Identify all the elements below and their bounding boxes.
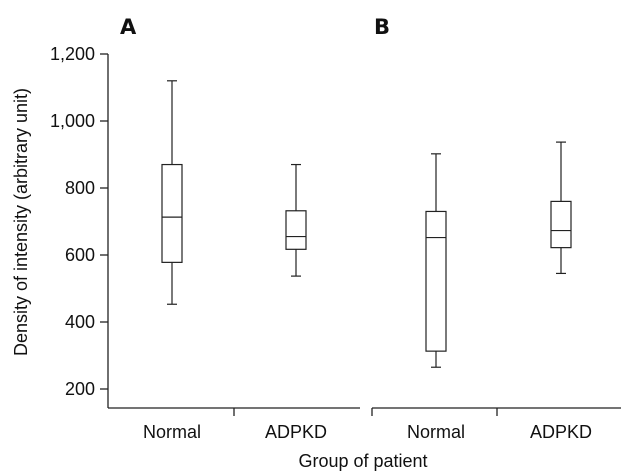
box-normal xyxy=(161,80,183,305)
panel-a: A Normal ADPKD xyxy=(108,15,360,442)
panels: A Normal ADPKD B Normal ADPKD xyxy=(108,15,621,442)
x-tick-label: Normal xyxy=(143,422,201,442)
y-tick-label: 1,200 xyxy=(50,44,95,64)
panel-label: B xyxy=(374,15,390,39)
panel-label: A xyxy=(120,15,137,39)
box-adpkd xyxy=(285,163,307,277)
x-tick-label: Normal xyxy=(407,422,465,442)
x-tick-label: ADPKD xyxy=(265,422,327,442)
iqr-box xyxy=(550,200,572,249)
x-tick-label: ADPKD xyxy=(530,422,592,442)
y-tick-label: 200 xyxy=(65,379,95,399)
iqr-box xyxy=(285,210,307,250)
y-axis-title: Density of intensity (arbitrary unit) xyxy=(11,88,31,356)
y-tick-label: 400 xyxy=(65,312,95,332)
iqr-box xyxy=(425,210,447,352)
iqr-box xyxy=(161,163,183,263)
box-normal xyxy=(425,153,447,368)
box-adpkd xyxy=(550,141,572,275)
y-tick-label: 600 xyxy=(65,245,95,265)
y-axis: 200 400 600 800 1,000 1,200 xyxy=(50,44,109,408)
y-tick-label: 800 xyxy=(65,178,95,198)
x-axis-title: Group of patient xyxy=(298,451,427,471)
y-tick-label: 1,000 xyxy=(50,111,95,131)
panel-b: B Normal ADPKD xyxy=(371,15,621,442)
